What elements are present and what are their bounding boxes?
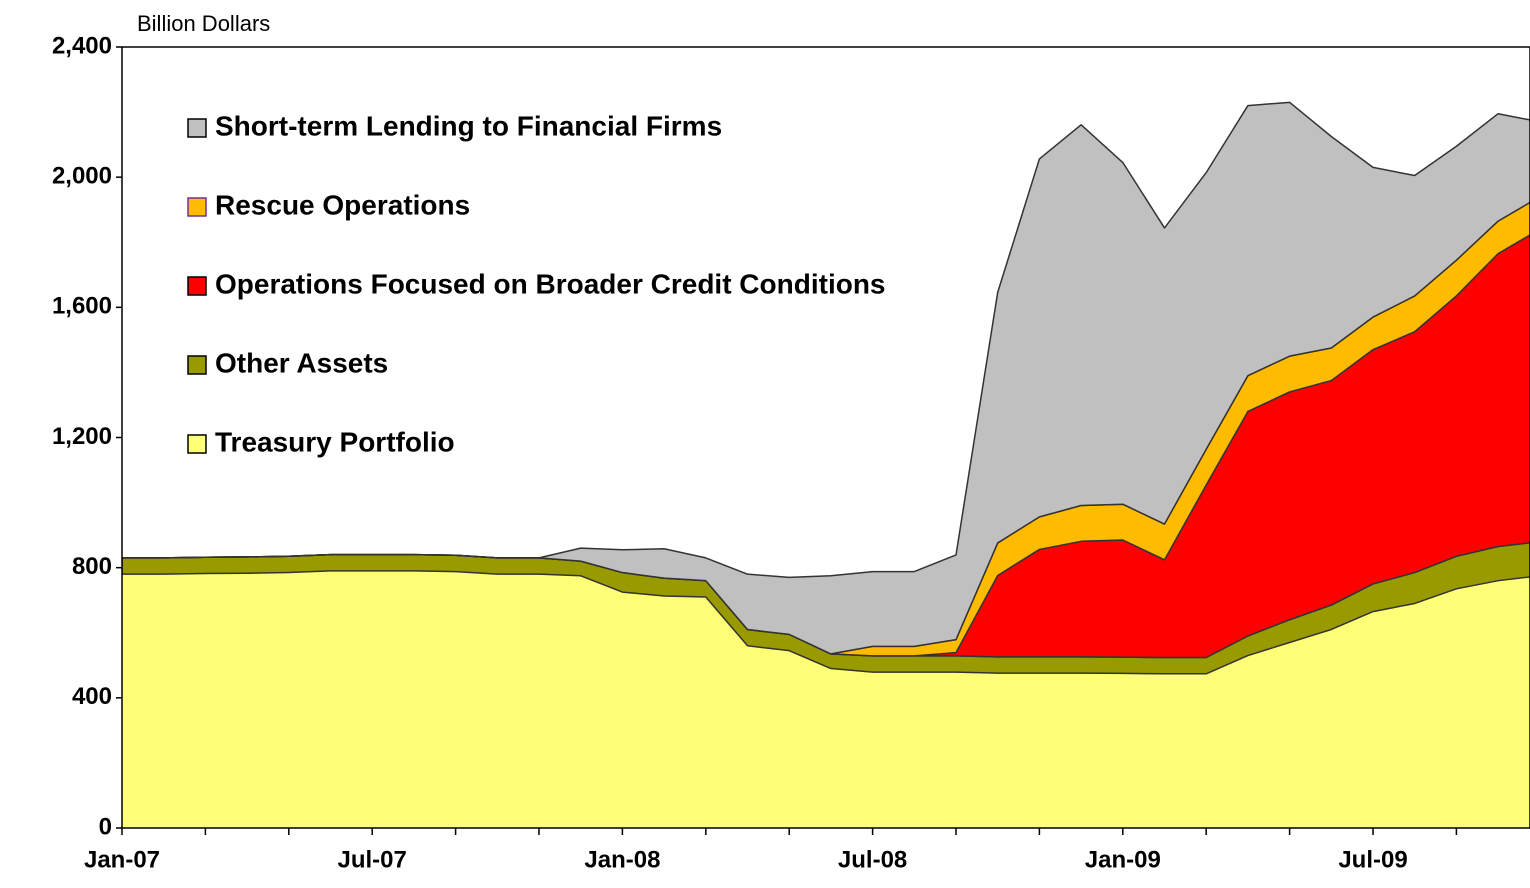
legend-label: Treasury Portfolio: [215, 426, 455, 457]
legend-swatch: [187, 118, 207, 138]
legend-swatch: [187, 434, 207, 454]
legend-label: Short-term Lending to Financial Firms: [215, 110, 722, 141]
area: [122, 101, 1530, 655]
y-tick-label: 0: [99, 813, 112, 840]
area: [122, 570, 1530, 828]
y-tick-label: 1,600: [52, 293, 112, 320]
y-tick-label: 1,200: [52, 423, 112, 450]
x-tick-label: Jan-07: [84, 846, 160, 873]
x-tick-label: Jul-09: [1338, 846, 1407, 873]
legend-label: Rescue Operations: [215, 189, 470, 220]
y-tick-label: 2,400: [52, 32, 112, 59]
legend-swatch: [187, 197, 207, 217]
x-tick-label: Jan-08: [584, 846, 660, 873]
y-tick-label: 400: [72, 683, 112, 710]
y-axis-label: Billion Dollars: [137, 11, 270, 36]
legend-swatch: [187, 355, 207, 375]
x-tick-label: Jul-08: [838, 846, 907, 873]
legend-label: Operations Focused on Broader Credit Con…: [215, 268, 886, 299]
y-tick-label: 800: [72, 553, 112, 580]
plot-area: [122, 101, 1530, 828]
x-tick-label: Jul-07: [338, 846, 407, 873]
y-tick-label: 2,000: [52, 163, 112, 190]
legend-label: Other Assets: [215, 347, 388, 378]
legend-swatch: [187, 276, 207, 296]
x-tick-label: Jan-09: [1085, 846, 1161, 873]
